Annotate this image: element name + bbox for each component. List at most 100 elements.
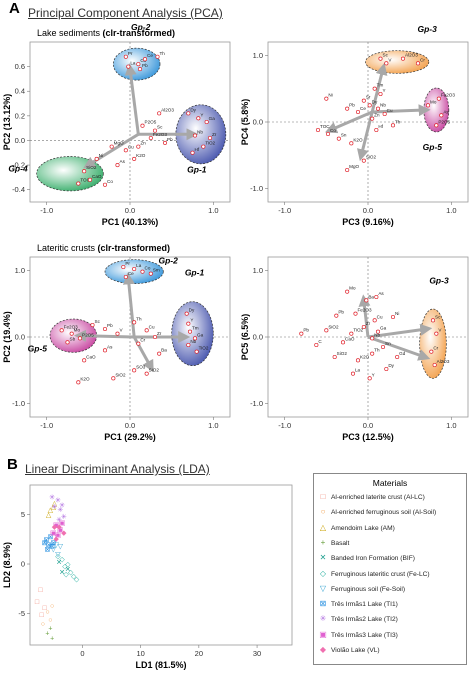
variable-point [187,329,193,334]
variable-label: Ni [99,153,103,158]
variable-point [194,349,199,354]
variable-point [186,321,191,326]
lda-sample-point: △ [48,507,54,514]
y-tick-label: 1.0 [253,51,263,60]
lda-sample-point: ✳ [59,501,65,509]
variable-label: Ni [328,93,332,98]
variable-point [144,328,149,333]
variable-label: TiO2 [205,141,215,146]
lda-sample-point: ✳ [57,506,63,514]
variable-label: Sc [383,53,389,58]
y-axis-label: LD2 (8.9%) [2,542,12,588]
variable-point [157,351,162,356]
variable-point [367,103,372,108]
lda-sample-point: + [45,631,49,638]
y-axis-label: PC5 (6.5%) [240,314,250,361]
variable-point [375,329,381,334]
variable-point [109,144,114,149]
variable-point [380,344,386,350]
group-label: Gp-1 [187,164,207,174]
variable-point [65,340,70,345]
variable-point [140,269,145,274]
variable-point [115,331,120,336]
variable-label: Pb [349,103,355,108]
variable-label: Th [160,51,166,56]
lda-sample-point: △ [51,504,57,511]
x-tick-label: -1.0 [278,421,291,430]
lda-sample-point: ◇ [55,554,61,561]
lda-sample-point: ▣ [50,530,57,537]
variable-label: SiO2 [337,351,348,356]
variable-point [370,336,375,341]
y-tick-label: 0.4 [15,87,25,96]
variable-point [434,123,439,128]
loading-arrow [132,336,154,373]
variable-label: Dy [190,107,196,112]
legend-label: Três Irmãs3 Lake (TI3) [331,631,398,639]
variable-point [140,123,145,128]
legend-label: Violão Lake (VL) [331,647,380,654]
variable-label: V [388,57,392,62]
variable-label: K2O [360,354,370,359]
variable-label: Sb [70,336,76,341]
lda-sample-point: ✳ [52,503,58,511]
variable-point [355,358,361,363]
variable-point [87,177,93,182]
variable-label: Fe2O3 [64,324,78,329]
variable-point [123,54,128,59]
variable-label: Pb [338,310,344,315]
variable-label: Nb [190,339,196,344]
variable-point [136,341,141,346]
variable-label: TOC [80,178,90,183]
loading-arrow [74,329,135,342]
y-tick-label: 5 [21,510,25,519]
crust-subtitle: Lateritic crusts (clr-transformed) [37,243,170,253]
legend-marker: ▣ [319,629,327,639]
variable-label: Sc [435,314,441,319]
variable-point [207,135,213,141]
x-axis-label: LD1 (81.5%) [135,660,186,670]
variable-point [82,169,87,174]
legend-marker: ▽ [319,583,327,593]
variable-point [349,331,354,336]
x-tick-label: 0.0 [363,421,373,430]
lda-sample-point: ◇ [59,557,65,564]
legend-item: △ Amendoim Lake (AM) [318,523,395,532]
x-tick-label: 1.0 [446,421,456,430]
variable-label: Th [395,119,401,124]
x-tick-label: 20 [195,649,203,658]
variable-point [345,106,350,111]
x-tick-label: 0 [80,649,84,658]
variable-point [384,366,389,372]
group-label: Gp-3 [429,276,449,286]
variable-label: Al2O3 [405,53,418,58]
pca-section-title: Principal Component Analysis (PCA) [28,6,223,20]
legend-marker: ○ [320,507,326,517]
x-tick-label: 0.0 [125,421,135,430]
variable-label: K2O [80,376,90,381]
legend-item: ▣ Três Irmãs3 Lake (TI3) [318,630,398,639]
x-tick-label: 1.0 [446,206,456,215]
variable-label: CaO [92,174,102,179]
variable-label: Y [383,88,386,93]
variable-point [111,376,116,381]
variable-point [430,318,436,323]
variable-label: Cu [128,144,134,149]
variable-point [123,274,128,280]
variable-label: V [120,328,124,333]
legend-item: ✳ Três Irmãs2 Lake (TI2) [318,614,398,623]
variable-point [364,298,369,303]
lda-sample-point: ⊠ [43,537,49,544]
group-label: Gp-4 [8,164,28,174]
variable-label: MgO [114,141,124,146]
variable-point [142,57,148,62]
legend-item: ○ Al-enriched ferruginous soil (Al-Soil) [318,507,437,517]
variable-label: Y [200,112,203,117]
variable-point [152,128,158,133]
variable-label: Mo [349,286,356,291]
variable-label: CaO [86,354,96,359]
variable-point [192,336,198,341]
variable-label: Y [190,318,193,323]
variable-label: K2O [353,137,363,142]
variable-point [59,328,64,333]
